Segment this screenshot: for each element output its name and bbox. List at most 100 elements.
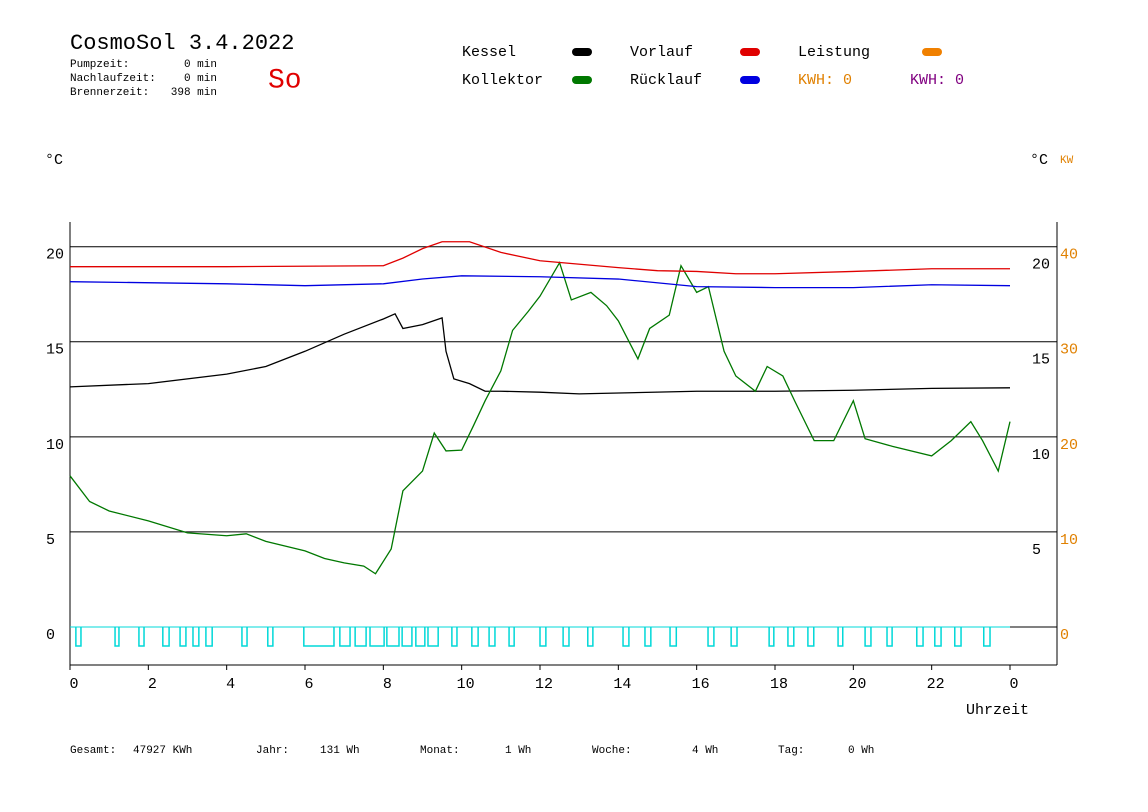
pump-pulse [241,626,248,647]
pump-pulse [864,626,872,647]
legend-label: Rücklauf [630,72,702,89]
pump-pulse [983,626,991,647]
y3-tick-label: 10 [1060,532,1078,549]
kwh-label: KWH: 0 [798,72,852,89]
title: CosmoSol 3.4.2022 [70,31,294,56]
legend-label: Kessel [462,44,516,61]
footer-label: Jahr: [256,745,289,757]
legend-swatch [922,48,942,56]
footer-label: Woche: [592,745,632,757]
info-label: Nachlaufzeit: [70,73,156,85]
x-tick-label: 0 [1009,676,1018,693]
pump-pulse [354,626,367,647]
x-tick-label: 0 [69,676,78,693]
x-tick-label: 4 [226,676,235,693]
pump-pulse [768,626,775,647]
kwh-label: KWH: 0 [910,72,964,89]
pump-pulse [162,626,170,647]
legend-label: Vorlauf [630,44,693,61]
legend-swatch [572,48,592,56]
pump-pulse [837,626,844,647]
legend-label: Kollektor [462,72,543,89]
y3-tick-label: 30 [1060,342,1078,359]
legend-swatch [572,76,592,84]
y2-axis-label: °C [1030,152,1048,169]
legend-label: Leistung [798,44,870,61]
y-tick-label: 20 [46,247,64,264]
legend-swatch [740,48,760,56]
y2-tick-label: 20 [1032,257,1050,274]
info-value: 398 min [171,87,217,99]
x-tick-label: 16 [692,676,710,693]
pump-pulse [730,626,738,647]
pump-pulse [386,626,400,647]
pump-pulse [192,626,200,647]
series-line [70,241,1010,275]
pump-pulse [75,626,82,647]
pump-pulse [916,626,924,647]
series-line [69,261,1011,575]
pump-pulse [622,626,630,647]
x-tick-label: 14 [613,676,631,693]
pump-pulse [205,626,213,647]
y3-tick-label: 0 [1060,627,1069,644]
info-value: 0 min [184,59,217,71]
pump-pulse [508,626,515,647]
footer-value: 0 Wh [848,745,874,757]
pump-pulse [179,626,187,647]
y-tick-label: 15 [46,342,64,359]
info-value: 0 min [184,73,217,85]
pump-pulse [303,626,335,647]
y3-tick-label: 20 [1060,437,1078,454]
pump-pulse [787,626,795,647]
y2-tick-label: 15 [1032,352,1050,369]
pump-pulse [539,626,547,647]
pump-pulse [707,626,715,647]
y3-axis-label: KW [1060,155,1074,167]
y3-tick-label: 40 [1060,247,1078,264]
pump-pulse [886,626,893,647]
pump-pulse [488,626,496,647]
pump-pulse [451,626,458,647]
x-tick-label: 12 [535,676,553,693]
pump-pulse [934,626,942,647]
pump-pulse [644,626,652,647]
day: So [268,65,302,96]
pump-pulse [415,626,426,647]
footer-value: 131 Wh [320,745,360,757]
series-line [69,275,1011,289]
y2-tick-label: 5 [1032,542,1041,559]
y-tick-label: 0 [46,627,55,644]
info-label: Pumpzeit: [70,59,129,71]
y-tick-label: 5 [46,532,55,549]
pump-pulse [427,626,439,647]
x-tick-label: 2 [148,676,157,693]
pump-pulse [669,626,678,647]
pump-pulse [369,626,385,647]
y2-tick-label: 10 [1032,447,1050,464]
series-line [69,312,1011,395]
pump-pulse [339,626,351,647]
x-tick-label: 6 [304,676,313,693]
footer-value: 1 Wh [505,745,531,757]
x-axis-label: Uhrzeit [966,702,1029,719]
pump-pulse [562,626,570,647]
pump-pulse [267,626,274,647]
x-tick-label: 20 [848,676,866,693]
pump-pulse [114,626,120,647]
y-axis-label: °C [45,152,63,169]
x-tick-label: 10 [457,676,475,693]
footer-label: Gesamt: [70,745,116,757]
footer-value: 47927 KWh [133,745,192,757]
footer-value: 4 Wh [692,745,718,757]
pump-pulse [954,626,962,647]
x-tick-label: 22 [927,676,945,693]
pump-pulse [138,626,145,647]
pump-pulse [471,626,479,647]
y-tick-label: 10 [46,437,64,454]
pump-pulse [587,626,594,647]
x-tick-label: 8 [383,676,392,693]
legend-swatch [740,76,760,84]
pump-pulse [401,626,413,647]
